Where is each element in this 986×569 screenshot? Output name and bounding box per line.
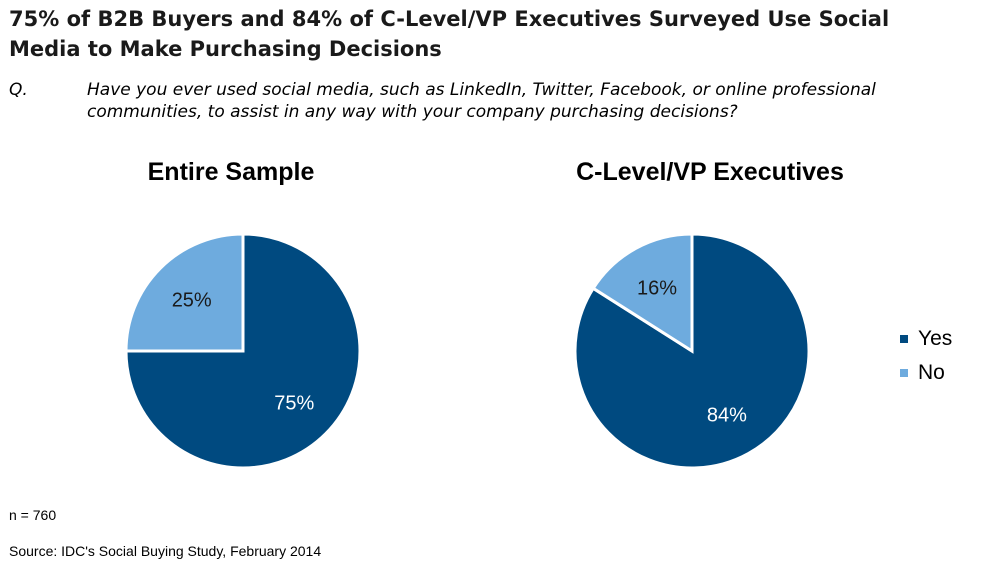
question-label: Q.: [9, 80, 28, 100]
legend-label-no: No: [918, 361, 945, 384]
legend-swatch-yes: [900, 335, 908, 343]
pie-1-label-yes: 84%: [707, 405, 747, 427]
pie-0-label-yes: 75%: [274, 392, 314, 414]
sample-size-note: n = 760: [9, 507, 57, 523]
pie-0-label-no: 25%: [172, 290, 212, 312]
pie-0-slice-yes: [124, 232, 362, 470]
question-text: Have you ever used social media, such as…: [87, 80, 876, 122]
page-title: 75% of B2B Buyers and 84% of C-Level/VP …: [9, 7, 890, 61]
chart-title-entire-sample: Entire Sample: [147, 158, 315, 186]
legend-item-no: No: [900, 356, 952, 390]
source-note: Source: IDC's Social Buying Study, Febru…: [9, 543, 322, 559]
legend-item-yes: Yes: [900, 322, 952, 356]
legend-label-yes: Yes: [918, 327, 953, 350]
pie-1-slice-no: [591, 232, 694, 354]
chart-title-executives: C-Level/VP Executives: [576, 158, 844, 186]
legend-swatch-no: [900, 369, 908, 377]
pie-1-label-no: 16%: [637, 277, 677, 299]
pie-0-slice-no: [124, 232, 245, 353]
legend: Yes No: [900, 322, 952, 390]
